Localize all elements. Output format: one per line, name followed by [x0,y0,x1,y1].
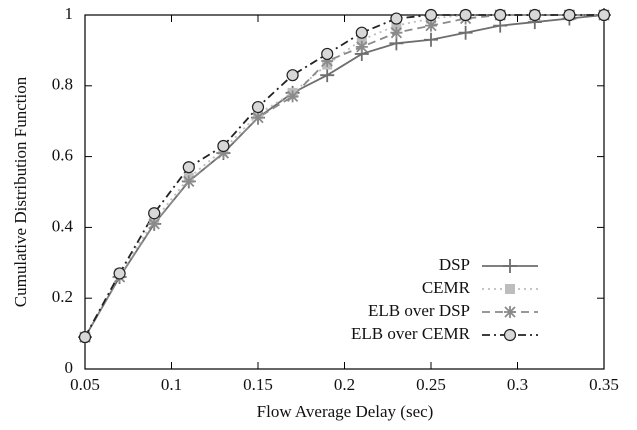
marker [182,161,195,174]
marker [251,100,265,114]
marker [355,40,368,53]
marker [425,19,437,32]
marker [320,68,335,83]
y-tick-label: 0.8 [52,75,73,94]
y-axis-label: Cumulative Distribution Function [11,76,30,307]
marker [494,8,507,22]
series-line [84,14,605,338]
y-tick-label: 0.6 [52,146,73,165]
marker [390,26,403,39]
y-tick-label: 0.4 [52,216,74,235]
series-line [84,14,604,338]
x-tick-label: 0.35 [589,375,619,394]
marker [528,8,541,22]
legend-marker [503,328,517,342]
legend-marker [503,259,517,273]
x-tick-label: 0.25 [416,375,446,394]
marker [355,26,368,39]
marker [458,25,473,40]
x-axis-label: Flow Average Delay (sec) [257,402,434,421]
marker [356,34,367,45]
x-tick-label: 0.05 [70,375,100,394]
marker [597,8,611,22]
marker [286,90,299,103]
marker [321,47,334,61]
marker [148,217,161,230]
marker [148,207,161,220]
marker [113,267,126,280]
x-tick-label: 0.2 [334,375,355,394]
marker [217,147,230,160]
marker [391,20,402,31]
x-tick-label: 0.3 [507,375,528,394]
series-line [84,14,604,338]
marker [217,139,230,153]
x-tick-label: 0.15 [243,375,273,394]
marker [424,8,438,22]
marker [459,8,472,22]
legend-label: ELB over CEMR [351,324,471,343]
marker [252,111,264,124]
marker [78,331,92,344]
legend-marker [504,306,516,318]
y-tick-label: 0.2 [52,287,73,306]
y-tick-label: 0 [65,358,74,377]
legend-label: ELB over DSP [368,301,470,320]
series-line [84,14,604,338]
marker [390,12,403,25]
marker [424,32,438,47]
marker [321,55,334,68]
legend-marker [505,284,515,294]
legend-label: DSP [439,255,470,274]
x-tick-label: 0.1 [161,375,182,394]
marker [563,8,576,22]
legend: DSP CEMR ELB over DSP ELB over CEMR [351,255,538,343]
plot-frame [84,14,605,370]
marker [286,69,299,82]
y-tick-label: 1 [65,4,74,23]
marker [182,175,195,188]
legend-label: CEMR [422,278,471,297]
